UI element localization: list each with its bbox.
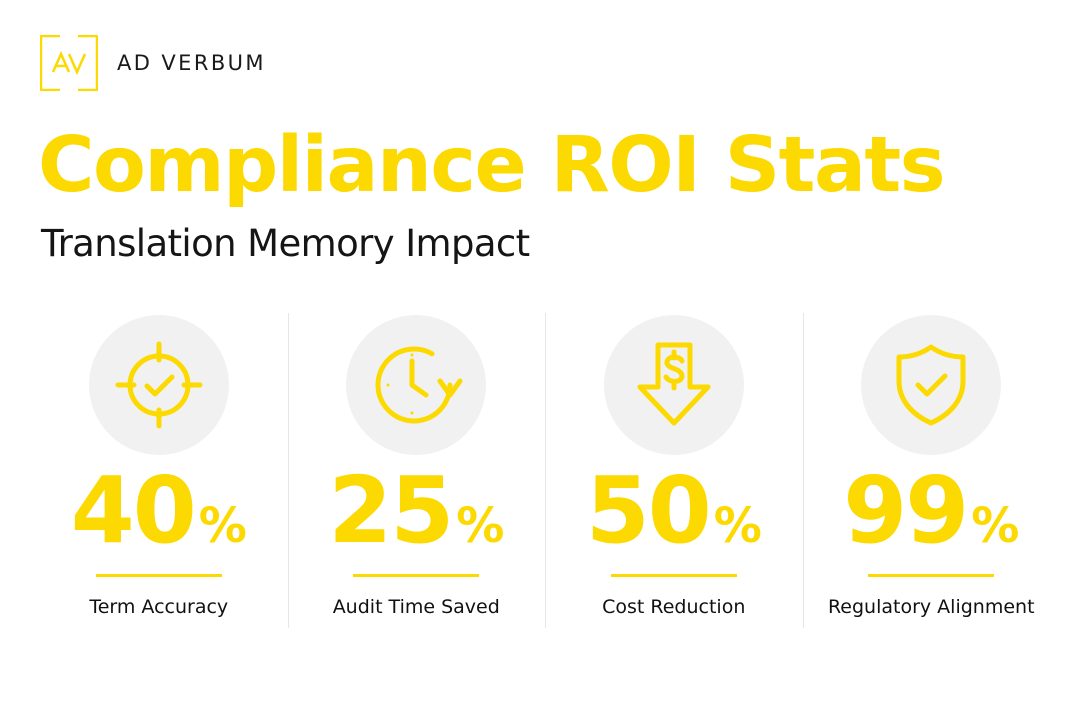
stat-value: 40%	[70, 457, 247, 564]
stat-divider-line	[95, 574, 222, 577]
dollar-down-arrow-icon	[637, 342, 711, 426]
shield-check-icon	[896, 344, 966, 426]
stat-divider-line	[610, 574, 737, 577]
icon-badge	[346, 315, 487, 455]
icon-badge	[88, 315, 229, 455]
stats-row: 40% Term Accuracy 25% Audit Time Saved	[30, 313, 1060, 628]
clock-refresh-icon	[375, 346, 463, 424]
stat-label: Regulatory Alignment	[827, 596, 1035, 618]
stat-term-accuracy: 40% Term Accuracy	[30, 313, 288, 628]
icon-badge	[861, 315, 1002, 455]
stat-divider-line	[868, 574, 995, 577]
brand: AD VERBUM	[40, 35, 266, 91]
stat-regulatory-alignment: 99% Regulatory Alignment	[802, 313, 1061, 628]
stat-label: Audit Time Saved	[332, 596, 500, 618]
stat-value: 99%	[843, 457, 1020, 564]
stat-divider-line	[353, 574, 480, 577]
stat-label: Cost Reduction	[602, 596, 746, 618]
stat-value: 50%	[585, 457, 762, 564]
stat-label: Term Accuracy	[89, 596, 229, 618]
target-check-icon	[115, 341, 203, 429]
stat-value: 25%	[328, 457, 505, 564]
page-title: Compliance ROI Stats	[38, 121, 946, 210]
brand-name: AD VERBUM	[117, 51, 266, 75]
page-subtitle: Translation Memory Impact	[41, 222, 530, 265]
icon-badge	[603, 315, 744, 455]
ad-verbum-logo	[40, 35, 98, 91]
stat-audit-time-saved: 25% Audit Time Saved	[287, 313, 546, 628]
stat-cost-reduction: 50% Cost Reduction	[545, 313, 803, 628]
